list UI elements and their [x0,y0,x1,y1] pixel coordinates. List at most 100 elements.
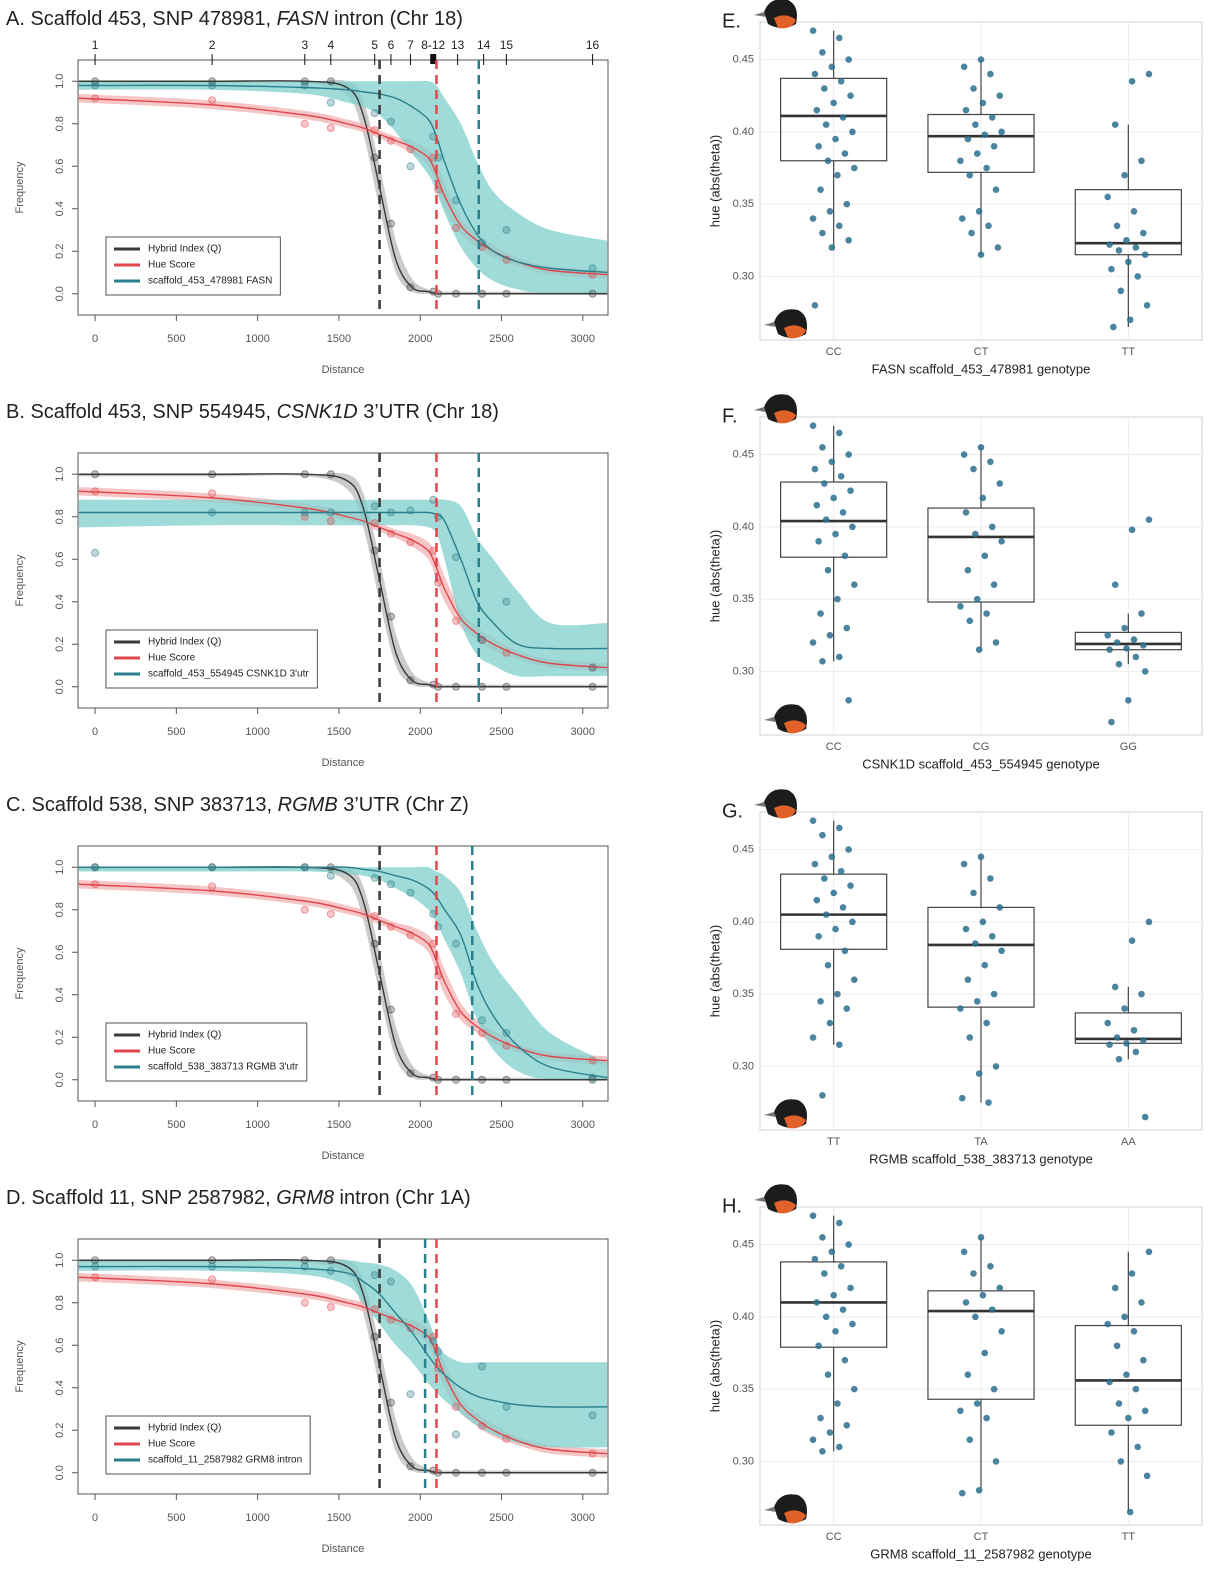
x-axis-label: GRM8 scaffold_11_2587982 genotype [870,1546,1091,1561]
data-point [972,121,979,128]
data-point [824,961,832,969]
y-tick-label: 0.35 [733,1383,754,1395]
data-point [1130,1026,1138,1034]
data-point [990,581,998,588]
data-point [91,77,100,86]
bird-beak [754,802,766,807]
data-point [451,1468,460,1477]
data-point [326,1303,335,1311]
box [927,507,1035,603]
x-tick-label: 0 [92,1119,98,1131]
data-point [964,976,972,983]
data-point [843,1005,851,1012]
box [927,1290,1035,1400]
y-tick-label: 0.2 [54,1030,66,1045]
y-tick-label: 0.0 [54,679,66,694]
data-point [208,77,217,86]
data-point [1104,631,1112,639]
data-point [406,283,415,292]
data-point [985,222,992,230]
x-tick-label: 1500 [327,1512,351,1524]
cline-curve [78,84,608,274]
site-block [430,54,437,64]
data-point [979,494,987,502]
data-point [1140,642,1147,649]
data-point [300,119,309,128]
x-tick-label: 2500 [489,1512,513,1524]
legend: Hybrid Index (Q) Hue Score scaffold_453_47… [105,236,281,296]
y-tick-label: 0.0 [54,286,66,301]
data-point [966,171,974,179]
data-point [845,697,852,704]
data-point [406,1462,415,1471]
data-point [370,546,379,555]
x-tick-label: TA [974,1136,988,1148]
data-point [998,947,1005,955]
data-point [1141,1113,1149,1121]
data-point [811,860,819,868]
y-axis-label: hue (abs(theta)) [707,135,722,228]
x-tick-label: 1000 [245,726,269,738]
data-point [809,215,817,222]
title-part: FASN [277,8,329,30]
data-point [822,516,830,523]
data-point [957,157,964,165]
data-point [966,1034,974,1041]
data-point [386,880,395,889]
data-point [813,501,821,509]
data-point [208,470,217,479]
data-point [998,538,1005,545]
data-point [1145,516,1153,523]
data-point [987,458,994,466]
data-point [809,1034,817,1041]
data-point [957,603,964,610]
box-panel: 0.30 0.35 0.40 0.45 CC CT TT GRM8 scaffold_11_2… [707,1184,1203,1561]
data-point [1140,1037,1147,1044]
bird-beak [764,322,776,327]
data-point [981,552,989,560]
data-point [300,470,309,479]
cline-curve [78,883,608,1062]
bird-beak [754,12,766,17]
data-point [994,244,1002,251]
data-point [208,1262,217,1271]
panel-title: A. Scaffold 453, SNP 478981, FASN intron… [6,8,463,30]
data-point [1138,1299,1145,1306]
data-point [1104,1019,1112,1027]
data-point [1125,1414,1132,1422]
data-point [1113,222,1121,230]
data-point [370,939,379,948]
data-point [819,1234,826,1241]
data-point [817,1414,824,1422]
data-point [1123,236,1130,244]
site-label: 1 [92,38,99,52]
title-part: D. Scaffold 11, SNP 2587982, [6,1187,276,1209]
data-point [850,976,858,983]
box-panel: 0.30 0.35 0.40 0.45 TT TA AA RGMB scaffold_538_… [707,789,1203,1166]
data-point [975,1487,983,1494]
x-tick-label: CC [826,1531,842,1543]
data-point [843,1421,851,1429]
bird-beak [764,1507,776,1512]
x-axis-label: RGMB scaffold_538_383713 genotype [869,1151,1093,1166]
data-point [992,639,1000,646]
data-point [850,164,858,172]
x-tick-label: TT [827,1136,841,1148]
data-point [960,63,968,71]
x-tick-label: 0 [92,1512,98,1524]
data-point [1145,918,1153,926]
data-point [300,77,309,86]
data-point [847,487,854,495]
site-label: 15 [500,38,514,52]
title-part: RGMB [278,794,338,816]
data-point [809,422,817,429]
data-point [957,1005,964,1012]
data-point [1128,1270,1136,1277]
x-tick-label: 500 [167,726,185,738]
data-point [815,1342,822,1350]
y-tick-label: 0.8 [54,509,66,524]
bird-beak [764,717,776,722]
data-point [386,219,395,228]
legend-label: Hybrid Index (Q) [148,1030,221,1041]
